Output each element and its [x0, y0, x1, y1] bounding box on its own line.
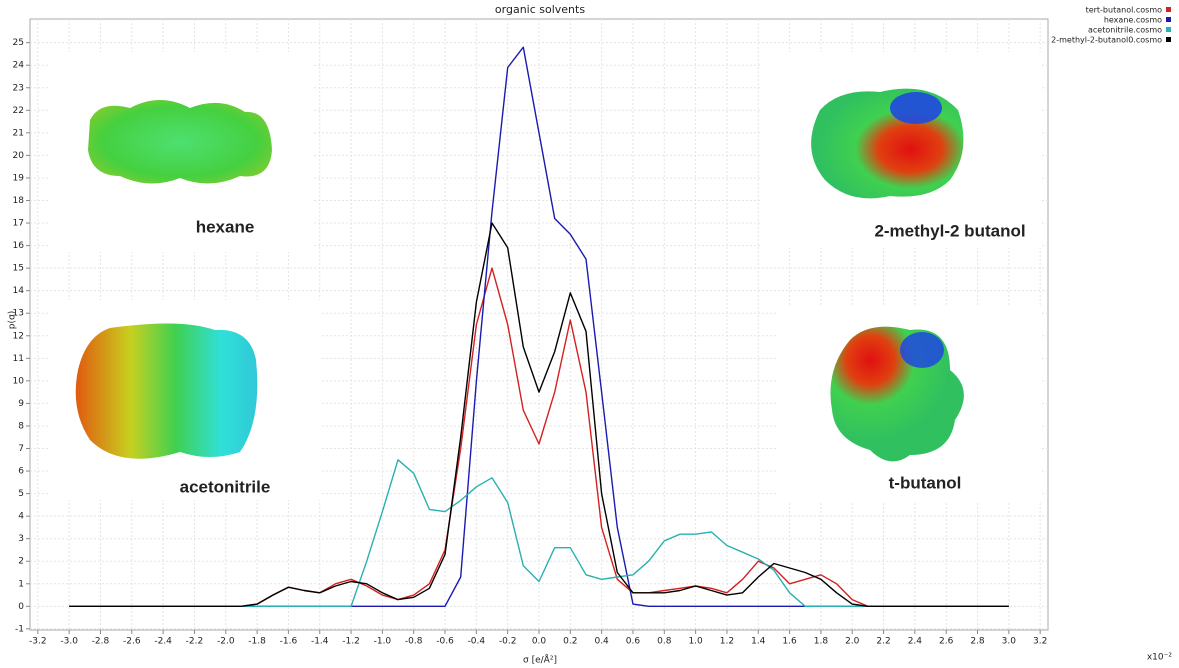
x-tick-label: 3.0 [1002, 637, 1017, 647]
x-tick-label: 1.8 [814, 637, 829, 647]
x-tick-label: 2.2 [876, 637, 890, 647]
y-tick-label: 23 [13, 83, 24, 93]
y-tick-label: 19 [13, 173, 25, 183]
y-tick-label: 9 [18, 399, 24, 409]
legend-label: tert-butanol.cosmo [1086, 6, 1163, 15]
y-tick-label: 16 [13, 241, 25, 251]
y-tick-label: 1 [18, 579, 24, 589]
chart: organic solvents σ [e/Å²] p(σ) x10⁻² -3.… [0, 0, 1179, 668]
y-tick-label: -1 [15, 624, 24, 634]
x-tick-label: 1.0 [688, 637, 703, 647]
x-tick-label: -1.8 [248, 637, 266, 647]
x-tick-label: 1.2 [720, 637, 734, 647]
chart-title: organic solvents [495, 3, 585, 16]
y-tick-label: 14 [13, 286, 25, 296]
x-tick-label: 2.4 [908, 637, 923, 647]
y-tick-label: 8 [18, 421, 24, 431]
y-tick-label: 0 [18, 602, 24, 612]
legend-swatch [1166, 17, 1171, 22]
y-tick-label: 13 [13, 309, 24, 319]
y-tick-label: 11 [13, 354, 24, 364]
x-tick-label: -1.2 [342, 637, 360, 647]
x-tick-label: -1.6 [280, 637, 298, 647]
x-tick-label: 3.2 [1033, 637, 1047, 647]
y-tick-label: 20 [13, 151, 25, 161]
x-tick-label: -2.2 [186, 637, 204, 647]
x-tick-label: 2.6 [939, 637, 954, 647]
molecule-label: 2-methyl-2 butanol [874, 221, 1025, 240]
legend-label: acetonitrile.cosmo [1088, 26, 1162, 35]
hexane-image [50, 52, 312, 252]
x-tick-label: -3.2 [29, 637, 47, 647]
x-tick-label: -3.0 [60, 637, 78, 647]
x-tick-label: 0.2 [563, 637, 577, 647]
x-tick-label: -1.4 [311, 637, 329, 647]
x-tick-label: 0.8 [657, 637, 672, 647]
x-tick-label: -0.2 [499, 637, 517, 647]
x-tick-label: -2.0 [217, 637, 235, 647]
y-tick-label: 12 [13, 331, 24, 341]
y-tick-label: 6 [18, 467, 24, 477]
x-tick-label: -0.4 [468, 637, 486, 647]
x-tick-label: -2.6 [123, 637, 141, 647]
x-tick-label: 1.6 [782, 637, 797, 647]
y-tick-label: 10 [13, 376, 25, 386]
x-tick-label: 1.4 [751, 637, 766, 647]
x-tick-label: 2.8 [970, 637, 985, 647]
legend-label: 2-methyl-2-butanol0.cosmo [1051, 36, 1162, 45]
molecule-label: t-butanol [889, 473, 962, 492]
y-tick-label: 17 [13, 219, 24, 229]
y-tick-label: 24 [13, 61, 25, 71]
molecule-label: acetonitrile [180, 477, 271, 496]
x-tick-label: -0.6 [436, 637, 454, 647]
x-axis-multiplier: x10⁻² [1147, 653, 1173, 663]
methyl-butanol-image [762, 52, 1042, 248]
molecule-label: hexane [196, 217, 255, 236]
x-tick-label: 0.4 [594, 637, 609, 647]
x-tick-label: -0.8 [405, 637, 423, 647]
acetonitrile-image [50, 300, 322, 500]
x-tick-label: -1.0 [374, 637, 392, 647]
y-tick-label: 5 [18, 489, 24, 499]
y-tick-label: 21 [13, 128, 24, 138]
y-tick-label: 3 [18, 534, 24, 544]
y-tick-label: 2 [18, 557, 24, 567]
x-tick-label: 0.6 [626, 637, 641, 647]
x-axis-label: σ [e/Å²] [523, 654, 557, 666]
y-tick-label: 7 [18, 444, 24, 454]
t-butanol-image [776, 305, 1042, 501]
x-tick-label: 2.0 [845, 637, 860, 647]
x-tick-label: 0.0 [532, 637, 547, 647]
y-tick-label: 22 [13, 106, 24, 116]
y-tick-label: 4 [18, 512, 24, 522]
x-tick-label: -2.4 [154, 637, 172, 647]
legend-swatch [1166, 7, 1171, 12]
x-tick-label: -2.8 [92, 637, 110, 647]
y-tick-label: 25 [13, 38, 24, 48]
legend-swatch [1166, 37, 1171, 42]
legend-label: hexane.cosmo [1104, 16, 1162, 25]
y-tick-label: 15 [13, 264, 24, 274]
y-tick-label: 18 [13, 196, 25, 206]
legend-swatch [1166, 27, 1171, 32]
